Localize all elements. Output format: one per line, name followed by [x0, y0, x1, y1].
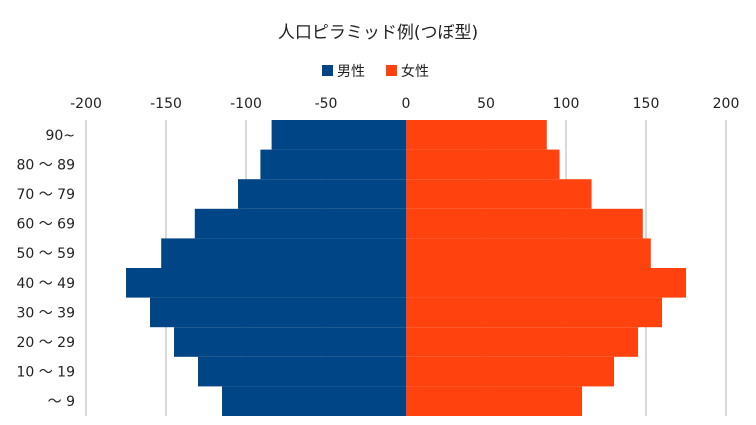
bar-male-3	[150, 297, 406, 328]
bar-male-0	[222, 386, 406, 416]
category-label: 70 ～ 79	[16, 187, 75, 203]
bar-female-6	[406, 208, 643, 239]
x-tick-label: -200	[70, 96, 102, 112]
bar-female-4	[406, 268, 686, 298]
bar-female-1	[406, 356, 614, 387]
x-tick-label: -100	[230, 96, 262, 112]
legend-label: 女性	[401, 63, 429, 80]
category-label: 60 ～ 69	[16, 217, 75, 233]
bar-male-4	[126, 268, 406, 298]
x-tick-label: -50	[315, 96, 338, 112]
x-tick-label: 150	[633, 96, 660, 112]
bars	[126, 120, 686, 416]
category-labels: ～ 9 10 ～ 19 20 ～ 29 30 ～ 39 40 ～ 49 50 ～ 59 60…	[16, 128, 75, 410]
legend-label: 男性	[337, 64, 365, 80]
bar-male-1	[198, 356, 406, 387]
bar-male-6	[194, 208, 406, 239]
legend: 男性 女性	[322, 63, 429, 80]
category-label: 80 ～ 89	[16, 157, 75, 173]
x-axis-tick-labels: -200 -150 -100 -50 0 50 100 150 200	[70, 96, 739, 112]
bar-female-7	[406, 179, 592, 209]
bar-male-5	[161, 238, 406, 268]
bar-male-2	[174, 327, 406, 357]
chart-title: 人口ピラミッド例(つぼ型)	[278, 23, 478, 43]
bar-female-3	[406, 297, 662, 328]
bar-female-9	[406, 120, 547, 150]
bar-female-2	[406, 327, 638, 357]
x-tick-label: -150	[150, 96, 182, 112]
category-label: 90~	[45, 128, 75, 144]
legend-swatch	[386, 65, 397, 76]
bar-male-9	[271, 120, 406, 150]
category-label: 10 ～ 19	[16, 365, 75, 381]
bar-female-0	[406, 386, 582, 416]
bar-female-8	[406, 149, 560, 180]
x-tick-label: 0	[402, 96, 411, 112]
x-tick-label: 100	[553, 96, 580, 112]
category-label: 20 ～ 29	[16, 335, 75, 351]
category-label: 50 ～ 59	[16, 246, 75, 262]
category-label: ～ 9	[48, 394, 75, 410]
category-label: 30 ～ 39	[16, 305, 75, 321]
x-tick-label: 50	[477, 96, 495, 112]
legend-swatch	[322, 65, 333, 76]
x-tick-label: 200	[713, 96, 740, 112]
bar-female-5	[406, 238, 651, 268]
bar-male-7	[238, 179, 406, 209]
bar-male-8	[260, 149, 406, 180]
category-label: 40 ～ 49	[16, 276, 75, 292]
